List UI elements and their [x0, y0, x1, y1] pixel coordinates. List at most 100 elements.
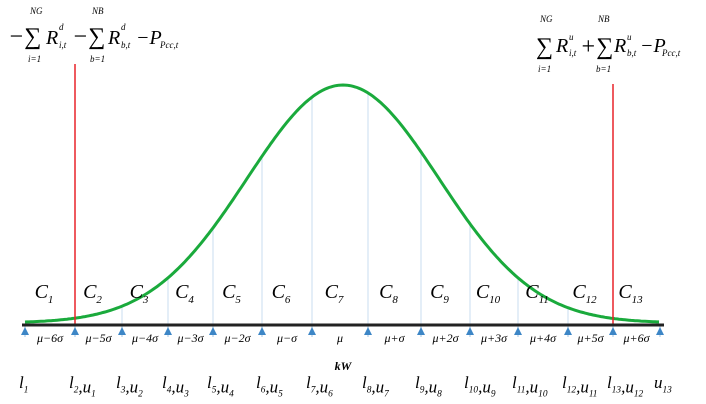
- term: R: [613, 35, 626, 57]
- interval-label: C12: [572, 281, 597, 306]
- subscript: 12: [567, 385, 577, 395]
- tick-arrow: [209, 327, 217, 335]
- sigma-label: μ+5σ: [576, 331, 604, 345]
- symbol: l: [116, 373, 121, 392]
- sum-bottom: b=1: [90, 54, 105, 64]
- subscript: 3: [183, 390, 189, 400]
- sigma-label: μ+6σ: [622, 331, 650, 345]
- symbol: l: [162, 373, 167, 392]
- subscript: 8: [367, 385, 372, 395]
- symbol: ,u: [525, 377, 538, 396]
- tick-arrow: [71, 327, 79, 335]
- boundary-label: l7,u6: [306, 373, 333, 400]
- term: R: [45, 27, 58, 49]
- tick-arrow: [118, 327, 126, 335]
- symbol: l: [207, 373, 212, 392]
- subscript: 6: [285, 294, 291, 306]
- boundary-label: l6,u5: [256, 373, 283, 400]
- subscript: 1: [48, 294, 54, 306]
- subscript: 10: [489, 294, 501, 306]
- sum-top: NG: [539, 14, 553, 24]
- symbol: l: [306, 373, 311, 392]
- sum-sign: −∑: [8, 24, 41, 50]
- interval-label: C2: [83, 281, 102, 306]
- symbol: C: [175, 281, 189, 303]
- boundary-label: l13,u12: [607, 373, 644, 400]
- interval-label: C4: [175, 281, 194, 306]
- subscript: 2: [138, 390, 143, 400]
- subscript: 11: [539, 294, 549, 306]
- tick-arrow: [21, 327, 29, 335]
- term: −P: [640, 35, 666, 57]
- symbol: C: [379, 281, 393, 303]
- sigma-label: μ−5σ: [84, 331, 112, 345]
- symbol: l: [415, 373, 420, 392]
- sigma-label: μ+2σ: [431, 331, 459, 345]
- term-sup: d: [59, 22, 64, 32]
- symbol: l: [512, 373, 517, 392]
- symbol: ,u: [315, 377, 328, 396]
- subscript: 4: [167, 385, 172, 395]
- boundary-label: l3,u2: [116, 373, 143, 400]
- symbol: ,u: [78, 377, 91, 396]
- sum-top: NB: [597, 14, 610, 24]
- interval-label: C10: [476, 281, 501, 306]
- sigma-label: μ−3σ: [176, 331, 204, 345]
- boundary-label: l5,u4: [207, 373, 234, 400]
- term-sub: b,t: [627, 48, 637, 58]
- symbol: l: [607, 373, 612, 392]
- tick-arrow: [466, 327, 474, 335]
- tick-arrow: [514, 327, 522, 335]
- symbol: l: [19, 373, 24, 392]
- subscript: 13: [663, 385, 673, 395]
- symbol: l: [562, 373, 567, 392]
- interval-label: C11: [525, 281, 549, 306]
- tick-arrow: [308, 327, 316, 335]
- subscript: 7: [384, 390, 389, 400]
- term: R: [107, 27, 120, 49]
- symbol: C: [83, 281, 97, 303]
- subscript: 9: [491, 390, 496, 400]
- sum-sign: +∑: [580, 34, 613, 60]
- subscript: 1: [91, 390, 96, 400]
- boundary-label: u13: [654, 373, 672, 395]
- symbol: ,u: [371, 377, 384, 396]
- interval-label: C6: [272, 281, 291, 306]
- subscript: 10: [469, 385, 479, 395]
- symbol: C: [272, 281, 286, 303]
- subscript: 7: [338, 294, 344, 306]
- sigma-label: μ−σ: [276, 331, 298, 345]
- axis-label: kW: [335, 359, 353, 373]
- tick-arrow: [417, 327, 425, 335]
- subscript: 6: [328, 390, 333, 400]
- term: −P: [136, 27, 162, 49]
- symbol: C: [572, 281, 586, 303]
- subscript: 3: [142, 294, 149, 306]
- interval-label: C3: [130, 281, 149, 306]
- interval-label: C5: [222, 281, 241, 306]
- term-sub: Pcc,t: [661, 48, 681, 58]
- boundary-label: l1: [19, 373, 28, 395]
- subscript: 6: [261, 385, 266, 395]
- symbol: C: [476, 281, 490, 303]
- interval-label: C9: [430, 281, 449, 306]
- subscript: 5: [212, 385, 217, 395]
- symbol: ,u: [576, 377, 589, 396]
- sigma-label: μ+3σ: [480, 331, 508, 345]
- subscript: 9: [443, 294, 449, 306]
- interval-label: C8: [379, 281, 398, 306]
- subscript: 1: [24, 385, 29, 395]
- sum-bottom: i=1: [538, 64, 551, 74]
- symbol: l: [362, 373, 367, 392]
- boundary-label: l2,u1: [69, 373, 96, 400]
- symbol: C: [130, 281, 144, 303]
- sigma-label: μ−2σ: [223, 331, 251, 345]
- term-sup: u: [627, 32, 632, 42]
- symbol: ,u: [216, 377, 229, 396]
- subscript: 2: [96, 294, 102, 306]
- subscript: 4: [188, 294, 194, 306]
- subscript: 5: [235, 294, 241, 306]
- symbol: ,u: [171, 377, 184, 396]
- subscript: 13: [612, 385, 622, 395]
